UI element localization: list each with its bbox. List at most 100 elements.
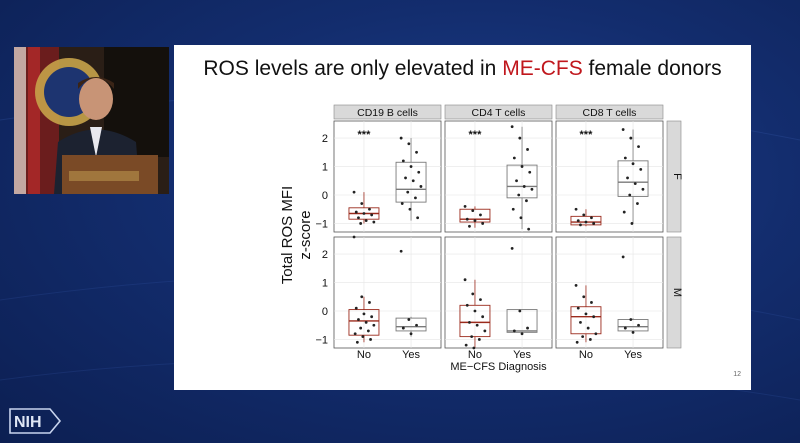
data-point: [463, 278, 467, 282]
data-point: [584, 220, 588, 224]
data-point: [465, 217, 469, 221]
speaker-video: [14, 47, 169, 194]
data-point: [470, 335, 474, 339]
data-point: [401, 159, 405, 163]
data-point: [372, 323, 376, 327]
data-point: [471, 292, 475, 296]
x-tick-label: No: [579, 349, 593, 361]
data-point: [465, 303, 469, 307]
y-tick-label: −1: [315, 334, 328, 346]
data-point: [369, 338, 372, 341]
data-point: [364, 320, 368, 324]
data-point: [359, 222, 363, 225]
data-point: [361, 335, 365, 339]
data-point: [518, 136, 522, 140]
data-point: [417, 170, 421, 174]
data-point: [359, 326, 363, 330]
data-point: [510, 246, 514, 250]
data-point: [415, 323, 418, 327]
data-point: [419, 185, 423, 188]
data-point: [481, 222, 485, 225]
y-tick-label: −1: [315, 218, 328, 230]
data-point: [527, 227, 531, 231]
data-point: [362, 312, 366, 316]
data-point: [623, 326, 627, 330]
data-point: [481, 315, 485, 319]
data-point: [415, 150, 418, 154]
data-point: [468, 320, 471, 324]
data-point: [576, 219, 580, 223]
data-point: [519, 216, 523, 220]
data-point: [520, 165, 524, 168]
data-point: [633, 182, 637, 186]
box-yes: [395, 161, 427, 203]
facet-strip-top: [555, 104, 664, 120]
data-point: [511, 207, 515, 211]
data-point: [416, 216, 420, 220]
data-point: [407, 318, 411, 321]
x-axis-label: ME−CFS Diagnosis: [450, 361, 547, 373]
x-tick-label: Yes: [513, 349, 531, 361]
title-highlight: ME-CFS: [502, 57, 583, 80]
panel-frame: [333, 236, 442, 349]
data-point: [630, 222, 634, 225]
data-point: [588, 338, 592, 341]
title-part-1: ROS levels are only elevated in: [203, 57, 503, 80]
data-point: [399, 249, 403, 253]
data-point: [479, 213, 482, 217]
data-point: [370, 315, 374, 319]
box-yes: [506, 164, 538, 199]
data-point: [515, 179, 518, 183]
facet-strip-top: [444, 104, 553, 120]
data-point: [590, 301, 593, 304]
data-point: [408, 207, 412, 211]
data-point: [411, 179, 415, 183]
data-point: [407, 142, 411, 146]
data-point: [629, 318, 633, 321]
x-tick-label: Yes: [624, 349, 642, 361]
data-point: [464, 343, 468, 347]
data-point: [360, 202, 364, 205]
data-point: [362, 212, 366, 215]
data-point: [404, 176, 407, 180]
data-point: [477, 338, 481, 341]
title-part-2: female donors: [582, 57, 722, 80]
nih-logo: NIH: [9, 408, 62, 434]
data-point: [354, 306, 358, 310]
data-point: [473, 219, 477, 223]
data-point: [472, 346, 476, 350]
data-point: [522, 185, 526, 188]
data-point: [582, 295, 586, 299]
data-point: [639, 167, 643, 171]
data-point: [525, 199, 528, 203]
presentation-slide: ROS levels are only elevated in ME-CFS f…: [174, 45, 751, 390]
data-point: [590, 216, 593, 220]
x-tick-label: No: [357, 349, 371, 361]
panel-frame: [444, 120, 553, 233]
data-point: [579, 320, 582, 324]
data-point: [518, 309, 522, 313]
data-point: [584, 312, 588, 316]
facet-row-label-M: M: [671, 288, 683, 297]
y-tick-label: 2: [322, 133, 328, 145]
x-tick-label: No: [468, 349, 482, 361]
y-tick-label: 1: [322, 162, 328, 174]
facet-strip-right: [666, 120, 682, 233]
data-point: [357, 318, 360, 321]
data-point: [364, 219, 368, 223]
significance-marker: ***: [580, 129, 594, 141]
data-point: [400, 202, 404, 205]
data-point: [526, 148, 529, 151]
data-point: [629, 136, 633, 140]
y-tick-label: 0: [322, 306, 328, 318]
data-point: [526, 326, 529, 330]
box-no: [570, 306, 602, 335]
data-point: [512, 156, 516, 160]
data-point: [354, 210, 358, 214]
facet-label-2: CD8 T cells: [583, 107, 637, 119]
data-point: [623, 156, 627, 160]
data-point: [357, 216, 360, 220]
data-point: [592, 222, 596, 225]
data-point: [626, 176, 629, 180]
data-point: [473, 309, 477, 313]
